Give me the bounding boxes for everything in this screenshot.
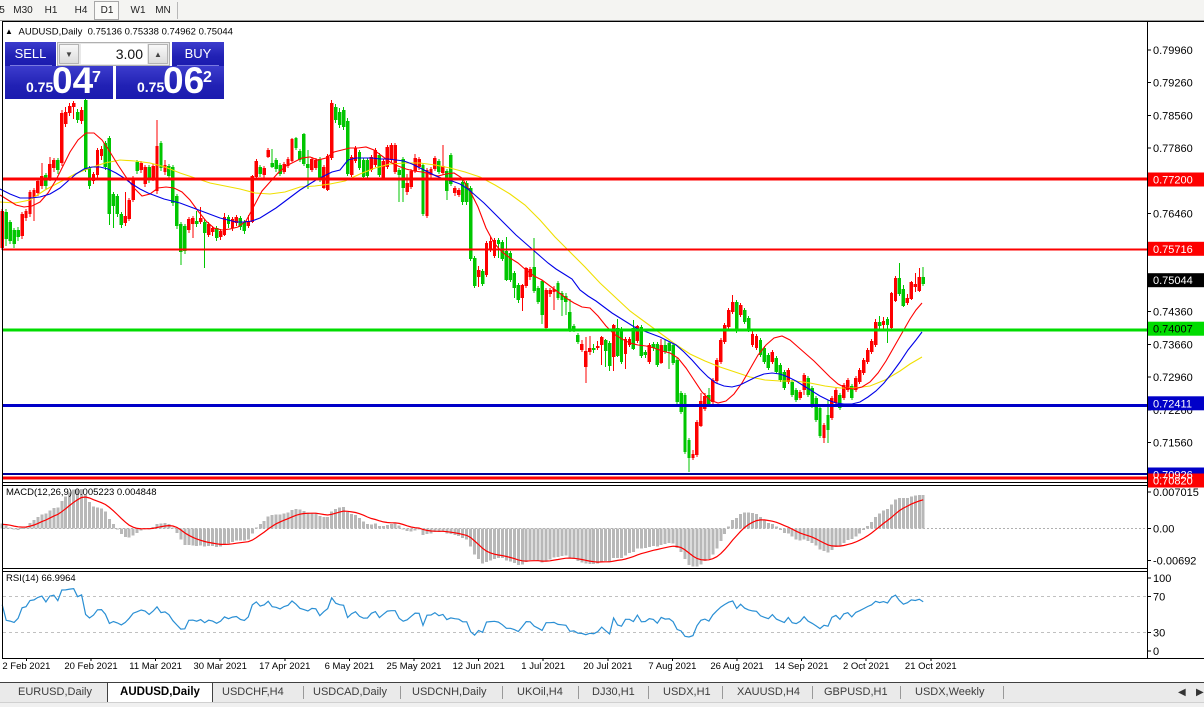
svg-text:2 Oct 2021: 2 Oct 2021 xyxy=(843,661,889,672)
svg-text:17 Apr 2021: 17 Apr 2021 xyxy=(259,661,310,672)
svg-text:▲: ▲ xyxy=(5,27,13,36)
svg-text:100: 100 xyxy=(1153,573,1171,585)
svg-text:14 Sep 2021: 14 Sep 2021 xyxy=(775,661,829,672)
svg-text:0.72411: 0.72411 xyxy=(1153,398,1192,410)
svg-text:MACD(12,26,9) 0.005223 0.00484: MACD(12,26,9) 0.005223 0.004848 xyxy=(6,487,157,498)
svg-text:20 Feb 2021: 20 Feb 2021 xyxy=(64,661,117,672)
svg-text:21 Oct 2021: 21 Oct 2021 xyxy=(905,661,957,672)
svg-text:0.72960: 0.72960 xyxy=(1153,372,1193,384)
svg-text:0.75044: 0.75044 xyxy=(1153,275,1193,287)
svg-text:0.79260: 0.79260 xyxy=(1153,78,1193,90)
svg-text:30 Mar 2021: 30 Mar 2021 xyxy=(194,661,247,672)
svg-text:7 Aug 2021: 7 Aug 2021 xyxy=(648,661,696,672)
svg-text:11 Mar 2021: 11 Mar 2021 xyxy=(129,661,182,672)
svg-text:20 Jul 2021: 20 Jul 2021 xyxy=(583,661,632,672)
svg-text:0.74007: 0.74007 xyxy=(1153,324,1193,336)
svg-text:70: 70 xyxy=(1153,592,1165,604)
svg-text:0.76460: 0.76460 xyxy=(1153,209,1193,221)
svg-text:0.79960: 0.79960 xyxy=(1153,45,1193,57)
svg-text:6 May 2021: 6 May 2021 xyxy=(325,661,375,672)
svg-text:0: 0 xyxy=(1153,646,1159,658)
svg-text:0.70820: 0.70820 xyxy=(1153,476,1193,488)
svg-text:12 Jun 2021: 12 Jun 2021 xyxy=(452,661,504,672)
svg-text:AUDUSD,Daily 0.75136 0.75338: AUDUSD,Daily 0.75136 0.75338 0.74962 0.7… xyxy=(19,27,233,38)
svg-text:0.71560: 0.71560 xyxy=(1153,438,1193,450)
svg-text:0.75716: 0.75716 xyxy=(1153,244,1193,256)
svg-text:-0.00692: -0.00692 xyxy=(1153,556,1196,568)
svg-text:RSI(14) 66.9964: RSI(14) 66.9964 xyxy=(6,573,76,584)
svg-text:0.74360: 0.74360 xyxy=(1153,307,1193,319)
svg-text:0.77200: 0.77200 xyxy=(1153,175,1193,187)
svg-text:0.007015: 0.007015 xyxy=(1153,487,1199,499)
svg-text:30: 30 xyxy=(1153,628,1165,640)
svg-text:0.78560: 0.78560 xyxy=(1153,110,1193,122)
svg-text:25 May 2021: 25 May 2021 xyxy=(387,661,442,672)
svg-text:2 Feb 2021: 2 Feb 2021 xyxy=(2,661,50,672)
svg-text:0.00: 0.00 xyxy=(1153,524,1174,536)
svg-text:0.70926: 0.70926 xyxy=(1153,470,1193,482)
svg-text:26 Aug 2021: 26 Aug 2021 xyxy=(710,661,763,672)
svg-text:0.73660: 0.73660 xyxy=(1153,339,1193,351)
svg-text:1 Jul 2021: 1 Jul 2021 xyxy=(521,661,565,672)
svg-text:0.77860: 0.77860 xyxy=(1153,143,1193,155)
